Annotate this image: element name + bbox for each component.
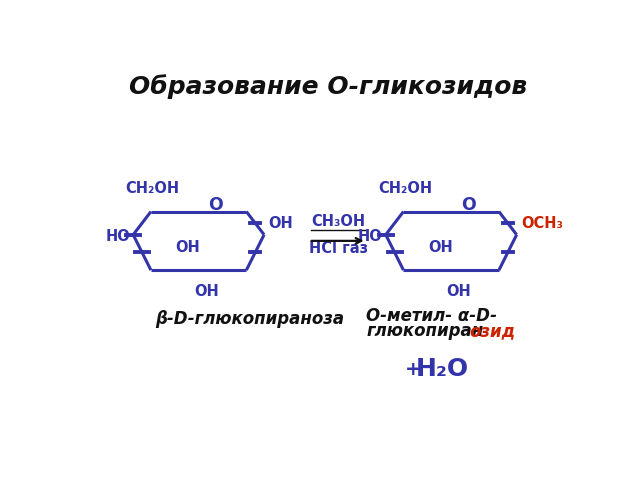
Text: OCH₃: OCH₃ (521, 216, 563, 231)
Text: озид: озид (469, 322, 515, 340)
Text: CH₂OH: CH₂OH (125, 181, 179, 196)
Text: O: O (461, 196, 476, 214)
Text: β-D-глюкопираноза: β-D-глюкопираноза (155, 311, 344, 328)
Text: OH: OH (175, 240, 200, 254)
Text: CH₃OH: CH₃OH (311, 214, 365, 229)
Text: HO: HO (106, 229, 130, 244)
Text: +: + (404, 360, 421, 379)
Text: OH: OH (428, 240, 452, 254)
Text: OH: OH (269, 216, 294, 231)
Text: HO: HO (358, 229, 383, 244)
Text: HCl газ: HCl газ (308, 241, 367, 256)
Text: глюкопиран: глюкопиран (367, 322, 484, 340)
Text: О-метил- α-D-: О-метил- α-D- (367, 307, 497, 324)
Text: Образование О-гликозидов: Образование О-гликозидов (129, 74, 527, 99)
Text: OH: OH (194, 284, 219, 299)
Text: H₂O: H₂O (415, 358, 468, 382)
Text: O: O (208, 196, 223, 214)
Text: OH: OH (447, 284, 471, 299)
Text: CH₂OH: CH₂OH (378, 181, 432, 196)
